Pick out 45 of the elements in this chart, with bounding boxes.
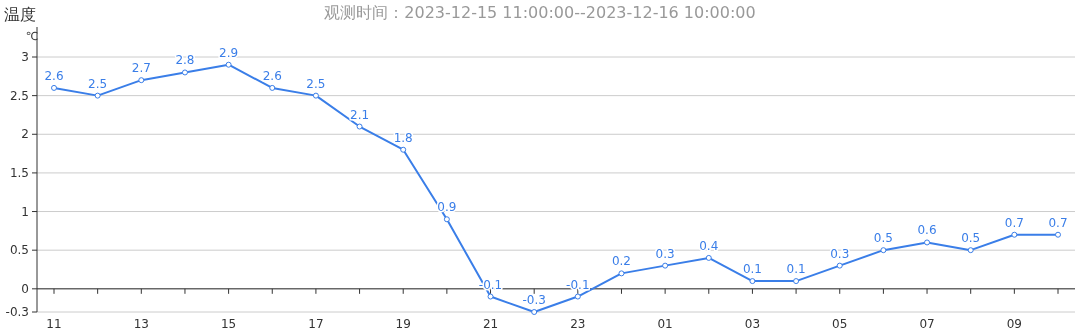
y-tick-label: 2 xyxy=(21,127,29,142)
data-label: 2.7 xyxy=(131,61,151,76)
data-label: 2.5 xyxy=(88,76,108,91)
data-label: 0.6 xyxy=(917,223,937,238)
x-tick-label: 19 xyxy=(395,317,411,331)
data-label: 0.1 xyxy=(786,262,806,277)
data-label: -0.1 xyxy=(566,277,590,292)
data-label: 2.1 xyxy=(350,107,370,122)
y-tick-label: 0.5 xyxy=(9,243,29,258)
y-tick-label: 1.5 xyxy=(9,165,29,180)
x-tick-label: 13 xyxy=(133,317,149,331)
data-label: 2.9 xyxy=(219,45,239,60)
chart-title: 温度 xyxy=(4,5,36,24)
chart-subtitle: 观测时间：2023-12-15 11:00:00--2023-12-16 10:00:00 xyxy=(324,3,756,22)
x-tick-label: 15 xyxy=(220,317,237,331)
y-tick-label: 0 xyxy=(21,281,29,296)
data-label: 2.8 xyxy=(175,53,195,68)
x-tick-label: 05 xyxy=(832,317,848,331)
x-tick-label: 11 xyxy=(46,317,62,331)
y-tick-label: -0.3 xyxy=(5,305,29,319)
data-label: 0.7 xyxy=(1048,215,1068,230)
y-tick-label: 1 xyxy=(21,204,29,219)
data-label: 0.3 xyxy=(830,246,850,261)
data-label: 0.1 xyxy=(742,262,762,277)
data-label: 0.4 xyxy=(699,238,719,253)
x-tick-label: 03 xyxy=(744,317,761,331)
data-label: -0.3 xyxy=(522,293,546,307)
data-label: 2.6 xyxy=(44,68,64,83)
x-tick-label: 09 xyxy=(1006,317,1022,331)
data-label: 0.3 xyxy=(655,246,675,261)
x-tick-label: 01 xyxy=(657,317,673,331)
y-tick-label: 3 xyxy=(21,50,29,64)
x-tick-label: 17 xyxy=(308,317,324,331)
data-label: 2.5 xyxy=(306,76,326,91)
x-tick-label: 07 xyxy=(919,317,935,331)
data-label: 1.8 xyxy=(393,130,413,145)
data-label: 0.7 xyxy=(1004,215,1024,230)
data-label: 0.2 xyxy=(611,254,632,269)
y-axis-title: ℃ xyxy=(25,30,39,43)
x-tick-label: 23 xyxy=(570,317,586,331)
data-label: 0.5 xyxy=(873,231,893,246)
data-label: 0.5 xyxy=(961,231,981,246)
data-label: 2.6 xyxy=(262,68,282,83)
y-tick-label: 2.5 xyxy=(9,88,29,103)
x-tick-label: 21 xyxy=(482,317,499,331)
